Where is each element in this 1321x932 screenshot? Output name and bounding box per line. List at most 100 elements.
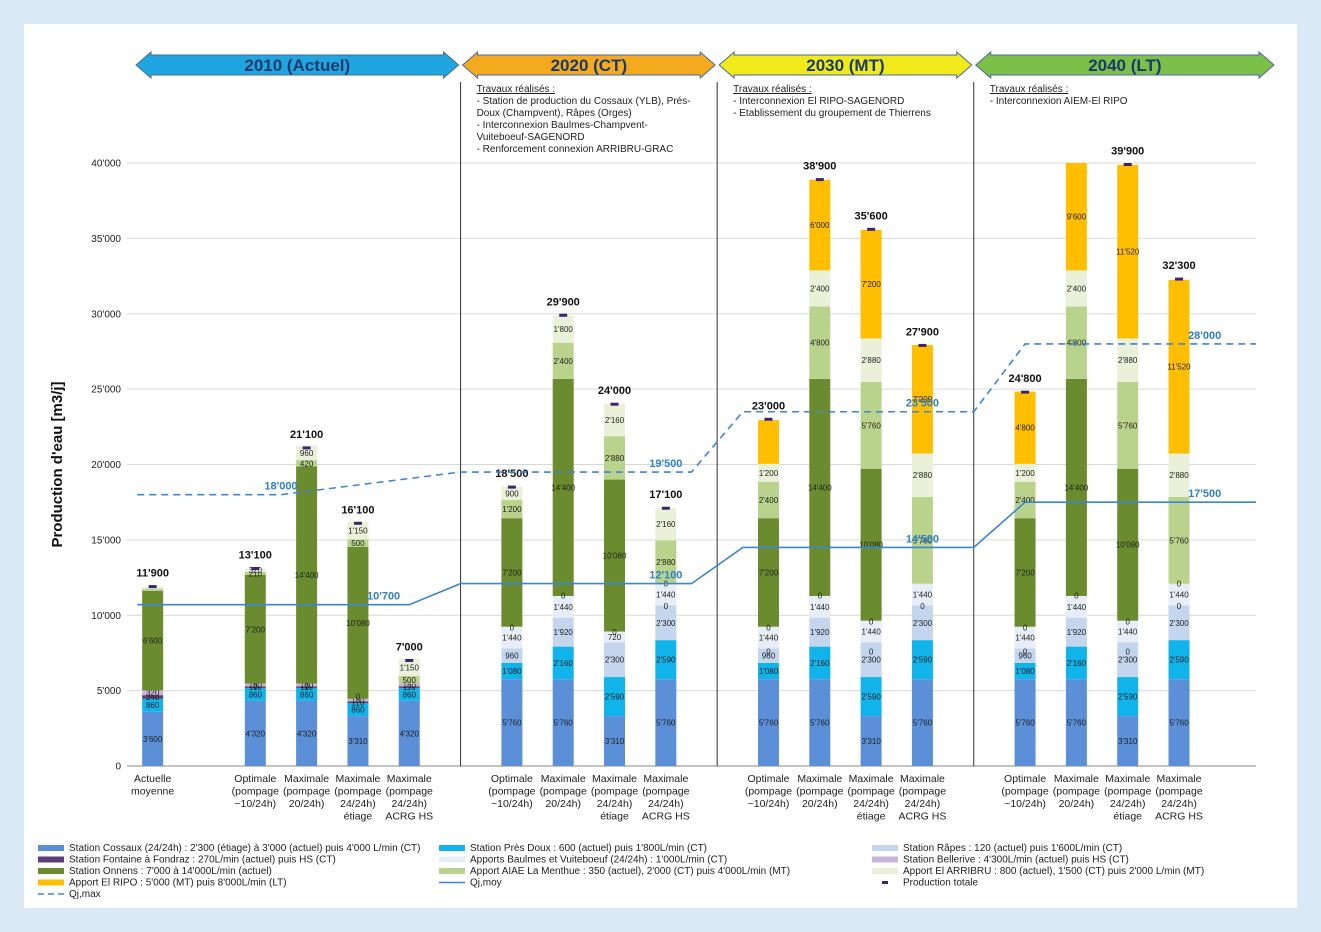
category-label: Maximale	[335, 773, 380, 785]
bar-segment	[347, 521, 369, 540]
bar-segment	[911, 583, 933, 606]
total-label: 27'900	[906, 326, 939, 338]
bar-segment	[1014, 648, 1036, 663]
y-tick-label: 25'000	[91, 385, 121, 396]
segment-label: 2'300	[913, 619, 933, 628]
legend-label: Station Près Doux : 600 (actuel) puis 1'…	[470, 843, 707, 854]
segment-label: 2'300	[861, 656, 881, 665]
category-label: 24/24h)	[340, 798, 376, 810]
category-label: 24/24h)	[597, 798, 633, 810]
category-label: Optimale	[1004, 773, 1046, 785]
segment-label: 2'160	[554, 659, 574, 668]
bar-segment	[655, 640, 677, 680]
category-label: 24/24h)	[905, 798, 941, 810]
segment-label: 860	[351, 706, 365, 715]
total-label: 24'800	[1008, 373, 1041, 385]
bar-segment	[604, 642, 626, 678]
segment-label: 14'400	[1064, 483, 1088, 492]
segment-label: 0	[612, 628, 617, 637]
bar-segment	[860, 381, 882, 469]
segment-label: 0	[869, 647, 874, 656]
bar-segment	[1065, 679, 1087, 766]
category-label: ~10/24h)	[491, 798, 533, 810]
category-label: Maximale	[1054, 773, 1099, 785]
bar-segment	[911, 344, 933, 454]
category-label: ACRG HS	[1155, 811, 1203, 823]
segment-label: 720	[608, 633, 622, 642]
bar-segment	[296, 460, 318, 467]
segment-label: 2'880	[1118, 356, 1138, 365]
bar-segment	[296, 687, 318, 701]
segment-label: 14'400	[295, 571, 319, 580]
total-label: 18'500	[495, 468, 528, 480]
bar-segment	[911, 496, 933, 584]
bar-segment	[1014, 679, 1036, 766]
bar-segment	[1168, 640, 1190, 680]
segment-label: 11'520	[1116, 248, 1140, 257]
water-production-chart: 0 5'000 10'000 15'000 20'000 25'000 30'000 35'0…	[38, 50, 1275, 900]
category-label: étiage	[344, 811, 373, 823]
bar-segment	[860, 468, 882, 621]
bar-segment	[552, 595, 574, 618]
y-tick-label: 5'000	[97, 686, 122, 697]
category-label: moyenne	[131, 786, 174, 798]
segment-label: 1'920	[810, 628, 830, 637]
bar-segment	[398, 700, 420, 766]
y-tick-label: 35'000	[91, 234, 121, 245]
bar-segment	[911, 605, 933, 641]
bar-segment	[1117, 468, 1139, 621]
bar-segment	[501, 626, 523, 649]
category-label: 20/24h)	[802, 798, 838, 810]
phase-arrow-1	[135, 50, 460, 80]
category-label: (pompage	[386, 786, 433, 798]
segment-label: 2'300	[1169, 619, 1189, 628]
category-label: Maximale	[284, 773, 329, 785]
category-label: 20/24h)	[1059, 798, 1095, 810]
bar-segment	[552, 342, 574, 379]
bar-segment	[347, 701, 369, 704]
segment-label: 1'440	[861, 628, 881, 637]
bar-segment	[1168, 679, 1190, 766]
phase-notes-title: Travaux réalisés :	[990, 84, 1069, 95]
legend-swatch	[38, 845, 64, 851]
bar-segment	[296, 700, 318, 766]
category-label: Optimale	[491, 773, 533, 785]
category-label: Actuelle	[134, 773, 172, 785]
category-label: (pompage	[847, 786, 894, 798]
bar-segment	[1014, 662, 1036, 680]
category-label: (pompage	[232, 786, 279, 798]
category-label: ACRG HS	[642, 811, 690, 823]
bar-segment	[911, 679, 933, 766]
bar-segment	[501, 518, 523, 627]
bar-segment	[1117, 716, 1139, 766]
bar-segment	[809, 270, 831, 307]
bar-segment	[501, 500, 523, 519]
segment-label: 1'150	[400, 663, 420, 672]
category-label: ~10/24h)	[1004, 798, 1046, 810]
segment-label: 10'080	[603, 552, 627, 561]
segment-label: 0	[510, 623, 515, 632]
segment-label: 5'760	[656, 719, 676, 728]
legend-swatch	[872, 868, 898, 874]
bar-segment	[655, 540, 677, 584]
segment-label: 4'320	[297, 729, 317, 738]
segment-label: 11'520	[1167, 363, 1191, 372]
segment-label: 0	[1023, 647, 1028, 656]
qj-moy-line-label: 17'500	[1188, 488, 1221, 500]
category-label: Maximale	[849, 773, 894, 785]
legend-label: Qj,moy	[470, 878, 502, 889]
segment-label: 5'760	[1169, 719, 1189, 728]
legend-label: Apport El ARRIBRU : 800 (actuel), 1'500 …	[903, 866, 1204, 877]
segment-label: 2'300	[656, 619, 676, 628]
category-label: (pompage	[642, 786, 689, 798]
segment-label: 5'760	[1118, 421, 1138, 430]
legend-swatch	[38, 868, 64, 874]
segment-label: 180	[300, 681, 314, 690]
segment-label: 5'760	[502, 719, 522, 728]
phase-note: Doux (Champvent), Râpes (Orges)	[477, 108, 632, 119]
segment-label: 1'440	[1118, 628, 1138, 637]
segment-label: 860	[300, 690, 314, 699]
bar-segment	[347, 698, 369, 702]
segment-label: 1'440	[502, 634, 522, 643]
bar-segment	[809, 679, 831, 766]
